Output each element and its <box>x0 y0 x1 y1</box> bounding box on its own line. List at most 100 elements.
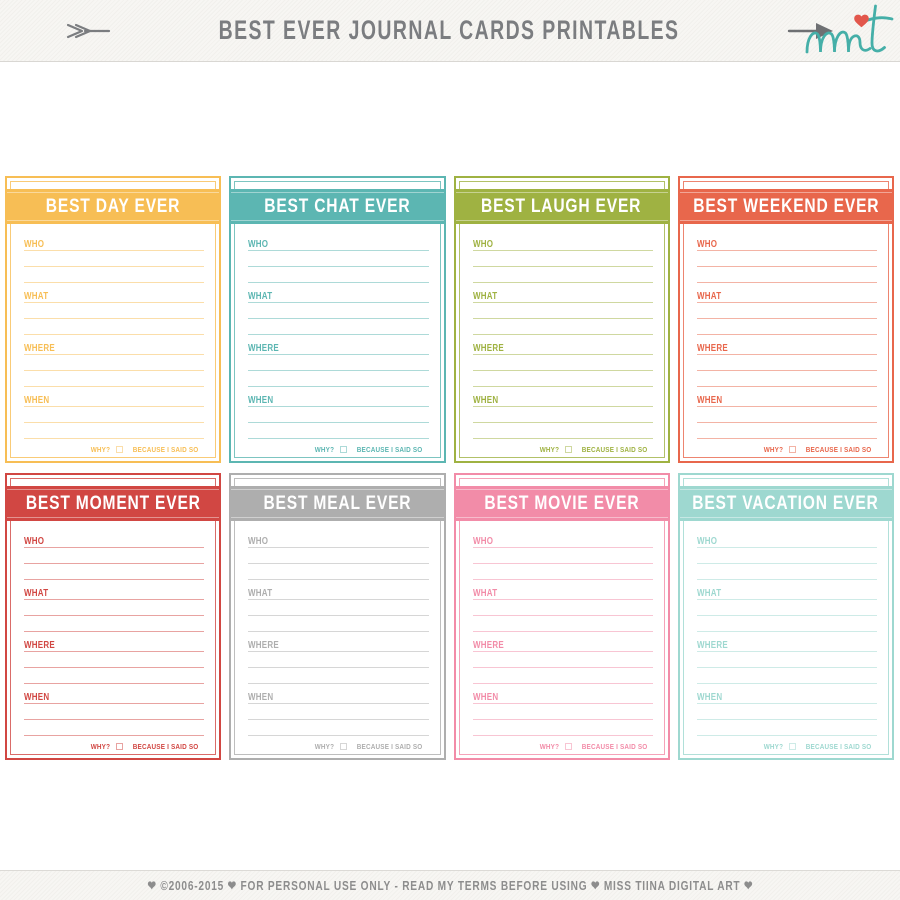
because-label: BECAUSE I SAID SO <box>132 742 199 751</box>
field-label: WHO <box>248 535 269 547</box>
card-field: WHO <box>24 233 205 283</box>
card-field: WHO <box>472 530 653 580</box>
field-label-row: WHAT <box>248 582 429 600</box>
writing-line <box>24 616 205 632</box>
card-fields: WHO WHAT WHERE WHEN WHY? BECAUSE I SAID SO <box>248 233 429 454</box>
field-label-row: WHAT <box>696 285 877 303</box>
writing-line <box>472 652 653 668</box>
why-row: WHY? BECAUSE I SAID SO <box>248 445 428 454</box>
card-title: BEST VACATION EVER <box>692 492 880 514</box>
because-label: BECAUSE I SAID SO <box>581 742 647 751</box>
field-label: WHERE <box>248 639 280 651</box>
field-label: WHAT <box>472 290 497 302</box>
writing-line <box>24 423 205 439</box>
card-fields: WHO WHAT WHERE WHEN WHY? BECAUSE I SAID SO <box>696 233 877 454</box>
writing-line <box>472 548 653 564</box>
card-field: WHERE <box>696 337 877 387</box>
writing-line <box>24 548 205 564</box>
card-field: WHAT <box>248 285 429 335</box>
writing-line <box>696 319 877 335</box>
checkbox-icon <box>564 446 572 453</box>
field-label: WHEN <box>472 394 498 406</box>
checkbox-icon <box>788 743 796 750</box>
why-row: WHY? BECAUSE I SAID SO <box>473 445 653 454</box>
field-label: WHO <box>696 535 718 547</box>
field-label-row: WHEN <box>24 389 205 407</box>
field-label-row: WHO <box>24 530 205 548</box>
checkbox-icon <box>340 743 348 750</box>
card-header-band: BEST DAY EVER <box>7 189 220 224</box>
journal-card: BEST VACATION EVER WHO WHAT WHERE WHEN WHY? B… <box>677 473 894 760</box>
writing-line <box>24 600 205 616</box>
journal-card: BEST MOMENT EVER WHO WHAT WHERE WHEN WHY? BEC… <box>5 473 222 760</box>
field-label-row: WHERE <box>472 634 653 652</box>
field-label-row: WHEN <box>696 686 877 704</box>
because-label: BECAUSE I SAID SO <box>805 742 872 751</box>
field-label-row: WHAT <box>472 582 653 600</box>
writing-line <box>696 704 877 720</box>
writing-line <box>696 616 877 632</box>
card-field: WHERE <box>24 634 205 684</box>
checkbox-icon <box>116 446 124 453</box>
field-label: WHO <box>696 238 718 250</box>
field-label: WHERE <box>696 639 728 651</box>
writing-line <box>24 251 205 267</box>
field-label: WHERE <box>24 342 55 354</box>
writing-line <box>696 423 877 439</box>
why-label: WHY? <box>90 445 111 454</box>
card-field: WHAT <box>696 582 877 632</box>
field-label: WHO <box>472 535 493 547</box>
field-label-row: WHAT <box>696 582 877 600</box>
card-field: WHERE <box>696 634 877 684</box>
card-fields: WHO WHAT WHERE WHEN WHY? BECAUSE I SAID SO <box>24 530 205 751</box>
writing-line <box>696 600 877 616</box>
why-row: WHY? BECAUSE I SAID SO <box>248 742 428 751</box>
because-label: BECAUSE I SAID SO <box>132 445 199 454</box>
arrow-right-icon <box>787 22 834 39</box>
card-fields: WHO WHAT WHERE WHEN WHY? BECAUSE I SAID SO <box>472 530 653 751</box>
field-label: WHAT <box>696 290 722 302</box>
field-label: WHO <box>472 238 493 250</box>
field-label: WHEN <box>24 691 50 703</box>
field-label-row: WHO <box>696 530 877 548</box>
writing-line <box>696 548 877 564</box>
journal-card: BEST MEAL EVER WHO WHAT WHERE WHEN WHY? BECAU… <box>229 473 446 760</box>
field-label-row: WHEN <box>248 389 429 407</box>
field-label-row: WHAT <box>472 285 653 303</box>
card-field: WHAT <box>472 285 653 335</box>
card-header-band: BEST CHAT EVER <box>231 189 444 224</box>
writing-line <box>248 616 429 632</box>
card-field: WHAT <box>24 582 205 632</box>
writing-line <box>248 407 429 423</box>
card-field: WHEN <box>248 389 429 439</box>
card-field: WHAT <box>696 285 877 335</box>
journal-card: BEST LAUGH EVER WHO WHAT WHERE WHEN WHY? BECA… <box>453 176 670 463</box>
writing-line <box>472 704 653 720</box>
card-header-band: BEST MOMENT EVER <box>7 486 220 521</box>
field-label-row: WHERE <box>696 337 877 355</box>
writing-line <box>472 564 653 580</box>
card-field: WHERE <box>248 337 429 387</box>
field-label: WHEN <box>248 691 274 703</box>
writing-line <box>472 423 653 439</box>
field-label: WHEN <box>248 394 274 406</box>
page-title: BEST EVER JOURNAL CARDS PRINTABLES <box>218 15 680 45</box>
field-label: WHAT <box>248 290 273 302</box>
checkbox-icon <box>788 446 796 453</box>
field-label: WHERE <box>248 342 280 354</box>
writing-line <box>24 720 205 736</box>
field-label-row: WHO <box>472 233 653 251</box>
writing-line <box>24 267 205 283</box>
writing-line <box>472 319 653 335</box>
writing-line <box>248 652 429 668</box>
journal-card: BEST CHAT EVER WHO WHAT WHERE WHEN WHY? BECAU… <box>229 176 446 463</box>
card-field: WHEN <box>248 686 429 736</box>
checkbox-icon <box>340 446 348 453</box>
why-row: WHY? BECAUSE I SAID SO <box>697 445 877 454</box>
writing-line <box>248 303 429 319</box>
field-label: WHO <box>24 238 45 250</box>
field-label: WHERE <box>472 342 504 354</box>
checkbox-icon <box>116 743 124 750</box>
field-label-row: WHEN <box>248 686 429 704</box>
field-label-row: WHO <box>472 530 653 548</box>
